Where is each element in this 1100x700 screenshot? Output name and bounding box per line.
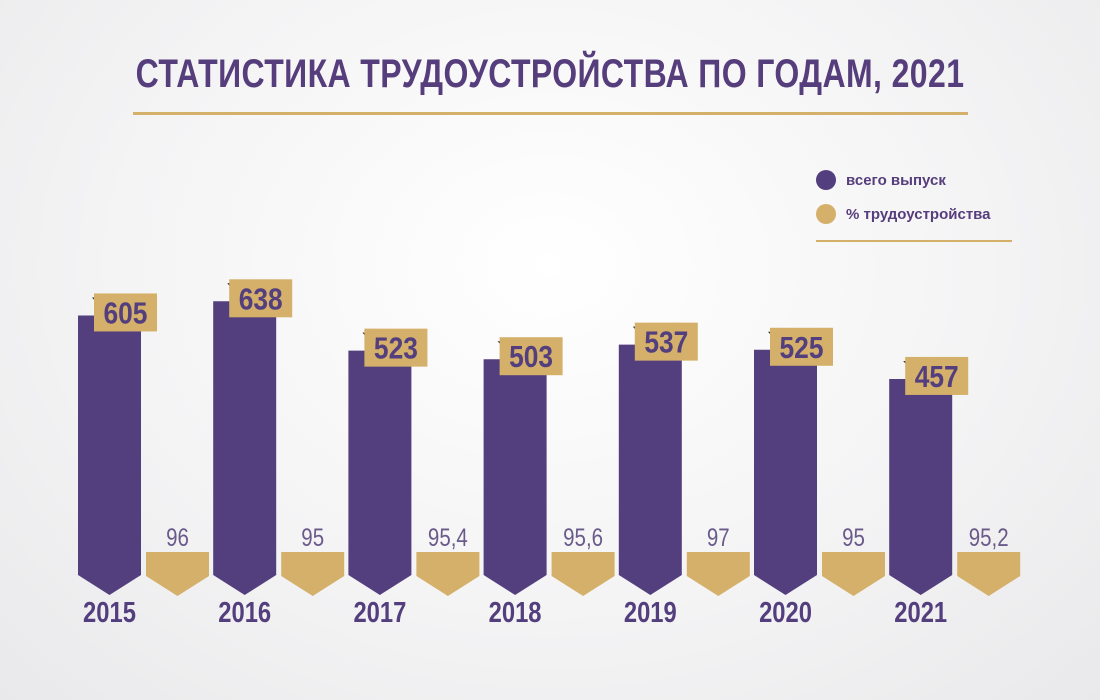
- legend-swatch-employment: [816, 204, 836, 224]
- value-label-employment-2018: 95,6: [563, 523, 603, 551]
- value-label-total-2015: 605: [104, 297, 148, 331]
- legend-item-total: всего выпуск: [816, 170, 1012, 190]
- year-label-2021: 2021: [894, 596, 947, 629]
- bar-total-2016: [213, 301, 277, 595]
- value-label-employment-2017: 95,4: [428, 523, 468, 551]
- legend-swatch-total: [816, 170, 836, 190]
- value-label-employment-2016: 95: [301, 523, 324, 551]
- bar-total-2017: [348, 350, 412, 595]
- bar-employment-2016: [281, 552, 345, 596]
- legend-item-employment: % трудоустройства: [816, 204, 1012, 224]
- title-underline: [133, 112, 968, 115]
- label-box-2015: [94, 293, 157, 332]
- year-label-2018: 2018: [489, 596, 542, 629]
- value-label-employment-2015: 96: [166, 523, 189, 551]
- bar-total-2015: [78, 315, 141, 595]
- year-label-2016: 2016: [218, 596, 271, 629]
- label-box-2017: [364, 328, 428, 367]
- bar-total-2019: [618, 344, 682, 595]
- bar-total-2021: [889, 378, 953, 595]
- bar-employment-2018: [551, 552, 615, 596]
- value-label-total-2016: 638: [239, 282, 283, 316]
- year-label-2015: 2015: [83, 596, 136, 629]
- value-label-total-2017: 523: [374, 332, 418, 366]
- legend-label-employment: % трудоустройства: [846, 206, 991, 223]
- label-box-2021: [905, 356, 969, 395]
- label-box-2019: [634, 322, 698, 361]
- value-label-employment-2021: 95,2: [969, 523, 1009, 551]
- chart-title: СТАТИСТИКА ТРУДОУСТРОЙСТВА ПО ГОДАМ, 202…: [135, 52, 965, 96]
- bar-total-2020: [754, 349, 817, 595]
- bar-employment-2021: [957, 552, 1021, 596]
- label-box-2016: [229, 279, 293, 318]
- value-label-employment-2019: 97: [707, 523, 730, 551]
- bar-employment-2017: [416, 552, 480, 596]
- label-box-2020: [770, 327, 833, 366]
- legend-label-total: всего выпуск: [846, 172, 946, 189]
- legend-underline: [816, 240, 1012, 242]
- label-box-2018: [499, 337, 563, 376]
- bar-employment-2015: [146, 552, 209, 596]
- value-label-employment-2020: 95: [842, 523, 865, 551]
- value-label-total-2021: 457: [915, 360, 959, 394]
- value-label-total-2020: 525: [780, 331, 824, 365]
- bar-total-2018: [483, 359, 547, 595]
- bar-employment-2020: [822, 552, 885, 596]
- year-label-2020: 2020: [759, 596, 812, 629]
- value-label-total-2019: 537: [644, 326, 688, 360]
- bar-employment-2019: [686, 552, 750, 596]
- value-label-total-2018: 503: [509, 340, 553, 374]
- year-label-2017: 2017: [353, 596, 406, 629]
- year-label-2019: 2019: [624, 596, 677, 629]
- legend: всего выпуск % трудоустройства: [816, 170, 1012, 242]
